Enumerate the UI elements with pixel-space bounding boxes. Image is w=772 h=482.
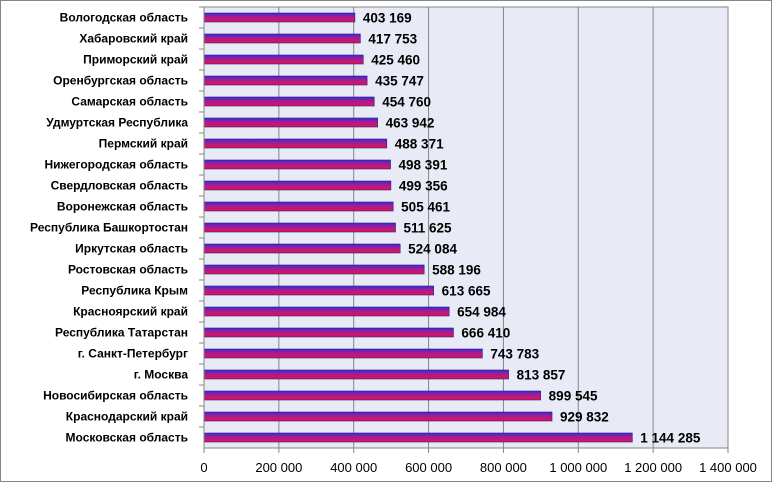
category-label: Свердловская область	[51, 179, 188, 193]
x-tick-label: 400 000	[330, 460, 377, 475]
x-tick-label: 800 000	[480, 460, 527, 475]
category-label: Нижегородская область	[44, 158, 188, 172]
bar	[203, 201, 394, 212]
x-tick-label: 600 000	[405, 460, 452, 475]
data-label: 425 460	[371, 53, 420, 68]
category-label: г. Москва	[134, 368, 189, 382]
bar	[203, 54, 364, 65]
bar	[203, 432, 633, 443]
category-label: Самарская область	[71, 95, 188, 109]
data-label: 488 371	[395, 137, 444, 152]
bar	[203, 243, 401, 254]
category-label: Московская область	[66, 431, 188, 445]
data-label: 588 196	[432, 263, 481, 278]
data-label: 417 753	[368, 32, 417, 47]
bar	[203, 180, 392, 191]
bar	[203, 411, 553, 422]
category-label: Республика Татарстан	[55, 326, 188, 340]
data-labels: 403 169 417 753 425 460 435 747 454 760 463 9…	[363, 11, 701, 446]
data-label: 1 144 285	[640, 431, 701, 446]
axes	[199, 6, 729, 453]
category-label: Вологодская область	[60, 11, 188, 25]
x-tick-label: 200 000	[255, 460, 302, 475]
category-label: Иркутская область	[75, 242, 188, 256]
x-tick-label: 1 000 000	[549, 460, 607, 475]
bar	[203, 327, 454, 338]
data-label: 511 625	[403, 221, 452, 236]
data-label: 929 832	[560, 410, 609, 425]
data-label: 813 857	[517, 368, 566, 383]
category-label: Удмуртская Республика	[46, 116, 188, 130]
bar	[203, 12, 356, 23]
x-tick-labels: 0 200 000 400 000 600 000 800 000 1 000 000 1 …	[200, 460, 757, 475]
category-label: Ростовская область	[68, 263, 188, 277]
bar	[203, 117, 378, 128]
x-tick-label: 1 400 000	[699, 460, 757, 475]
bar	[203, 306, 450, 317]
category-label: Хабаровский край	[79, 32, 188, 46]
bar	[203, 285, 434, 296]
bar	[203, 138, 388, 149]
category-label: Воронежская область	[57, 200, 188, 214]
data-label: 499 356	[399, 179, 448, 194]
x-tick-label: 1 200 000	[624, 460, 682, 475]
category-label: Республика Башкортостан	[30, 221, 188, 235]
bar	[203, 75, 368, 86]
category-label: Республика Крым	[81, 284, 188, 298]
data-label: 403 169	[363, 11, 412, 26]
data-label: 463 942	[386, 116, 435, 131]
bar	[203, 369, 509, 380]
bars	[203, 12, 633, 443]
category-label: г. Санкт-Петербург	[78, 347, 188, 361]
data-label: 505 461	[401, 200, 450, 215]
data-label: 743 783	[490, 347, 539, 362]
category-label: Красноярский край	[73, 305, 188, 319]
data-label: 454 760	[382, 95, 431, 110]
category-label: Краснодарский край	[66, 410, 188, 424]
bar	[203, 222, 396, 233]
bar	[203, 264, 425, 275]
data-label: 899 545	[549, 389, 598, 404]
data-label: 498 391	[399, 158, 448, 173]
category-label: Новосибирская область	[43, 389, 188, 403]
data-label: 666 410	[461, 326, 510, 341]
category-labels: Вологодская область Хабаровский край Примо…	[30, 11, 188, 445]
data-label: 524 084	[408, 242, 457, 257]
data-label: 435 747	[375, 74, 424, 89]
data-label: 654 984	[457, 305, 506, 320]
bar	[203, 390, 541, 401]
bar	[203, 348, 483, 359]
category-label: Оренбургская область	[53, 74, 188, 88]
bar	[203, 33, 361, 44]
data-label: 613 665	[442, 284, 491, 299]
x-tick-label: 0	[200, 460, 207, 475]
category-label: Пермский край	[99, 137, 188, 151]
bar	[203, 159, 391, 170]
bar	[203, 96, 375, 107]
category-label: Приморский край	[83, 53, 188, 67]
